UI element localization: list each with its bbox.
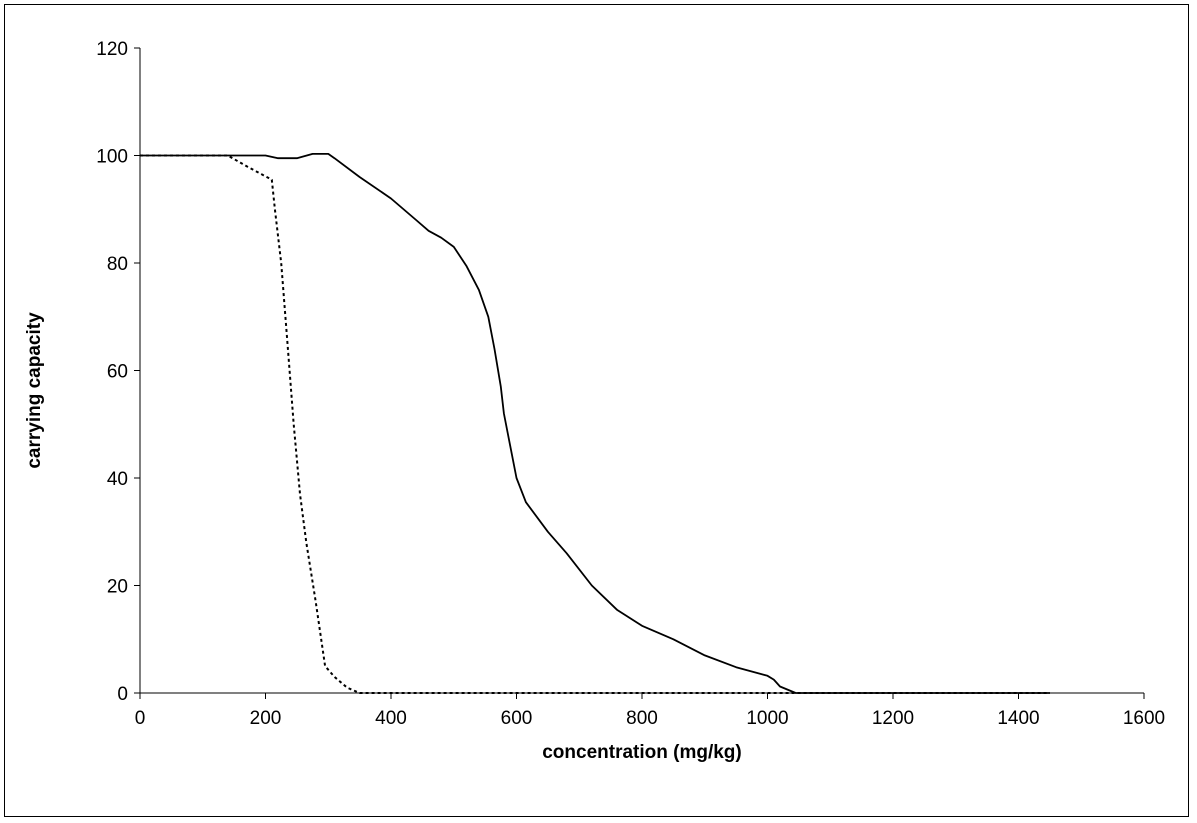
solid-series-line	[140, 153, 1050, 694]
x-tick-label: 1000	[746, 708, 788, 729]
x-tick-label: 800	[626, 708, 658, 729]
y-tick-label: 60	[107, 362, 128, 383]
x-tick-label: 1200	[872, 708, 914, 729]
x-tick-label: 1400	[997, 708, 1039, 729]
series-layer	[140, 153, 1050, 694]
x-tick-label: 200	[250, 708, 282, 729]
y-tick-label: 20	[107, 577, 128, 598]
x-tick-label: 600	[501, 708, 533, 729]
chart-frame	[4, 4, 1189, 817]
dashed-series-line	[140, 154, 1050, 694]
y-tick-label: 0	[117, 684, 128, 705]
x-tick-label: 400	[375, 708, 407, 729]
y-tick-label: 120	[96, 39, 128, 60]
x-axis-title: concentration (mg/kg)	[542, 742, 742, 763]
y-tick-label: 100	[96, 147, 128, 168]
y-tick-label: 40	[107, 469, 128, 490]
x-tick-label: 1600	[1123, 708, 1165, 729]
y-axis-title: carrying capacity	[24, 312, 45, 469]
y-tick-label: 80	[107, 254, 128, 275]
x-tick-label: 0	[135, 708, 146, 729]
axes: 0 200 400 600 800 1000 1200 1400 1600 0 20 40 60 80 10…	[96, 39, 1165, 729]
